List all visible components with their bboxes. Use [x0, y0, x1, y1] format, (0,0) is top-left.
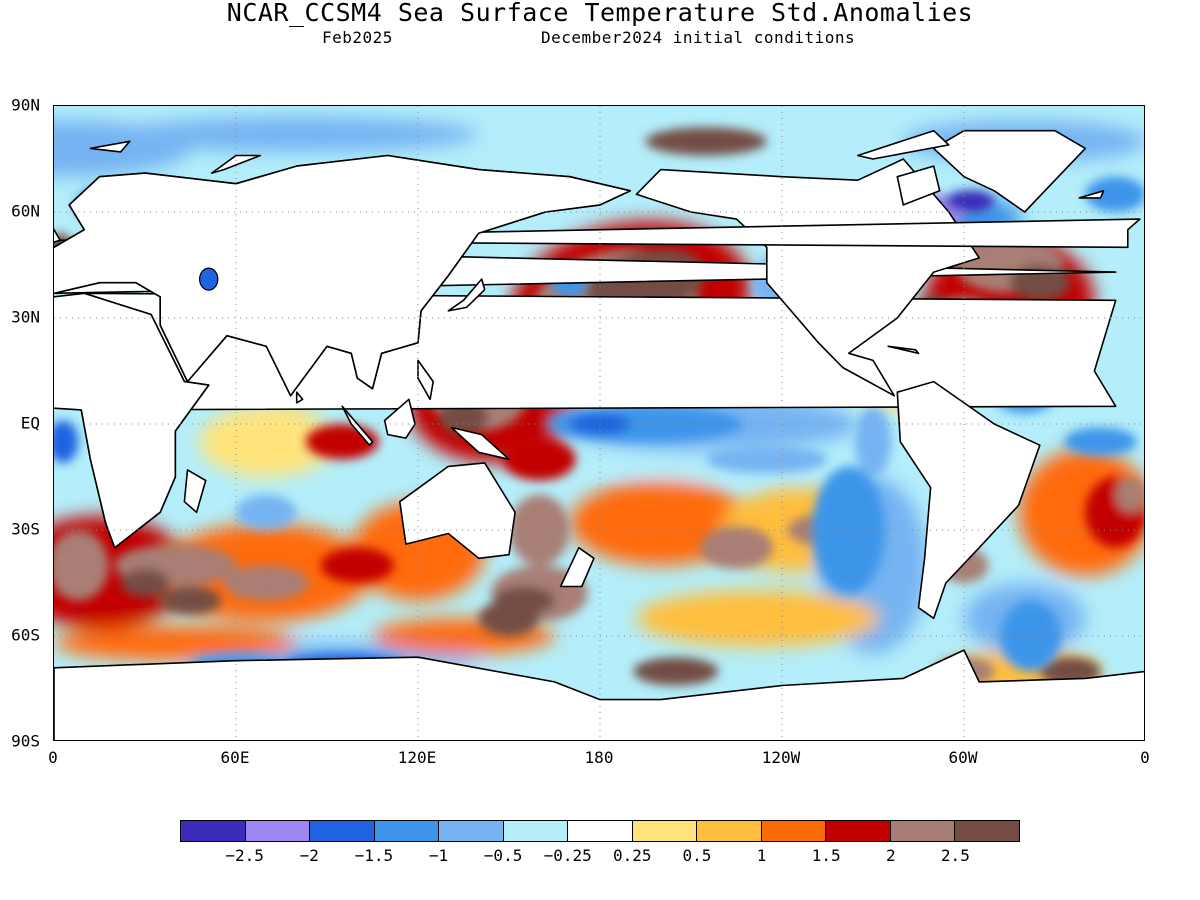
colorbar-swatch — [181, 821, 246, 841]
lon-label-0-end: 0 — [1140, 748, 1150, 767]
lon-label-120w: 120W — [761, 748, 801, 767]
anomaly-patch — [478, 600, 540, 636]
land-masses — [54, 129, 1144, 740]
anomaly-patch — [54, 530, 109, 601]
land-ellesmere — [856, 129, 950, 160]
lat-label-60n: 60N — [11, 201, 40, 221]
colorbar — [180, 820, 1020, 842]
anomaly-patch — [502, 438, 576, 481]
land-new-guinea — [450, 426, 510, 461]
land-north-america — [635, 158, 981, 397]
caspian-sea — [198, 267, 219, 291]
anomaly-patch — [1064, 427, 1137, 456]
initial-conditions: December2024 initial conditions — [541, 28, 856, 47]
anomaly-patch — [1000, 600, 1062, 672]
anomaly-patch — [706, 445, 828, 474]
land-iceland — [1078, 190, 1105, 199]
anomaly-patch — [645, 127, 767, 156]
land-sri-lanka — [295, 391, 304, 404]
colorbar-swatch — [890, 821, 956, 841]
lat-label-90n: 90N — [11, 95, 40, 115]
lon-label-120e: 120E — [397, 748, 437, 767]
colorbar-tick-label: −2 — [299, 846, 319, 865]
land-svalbard — [89, 140, 131, 153]
anomaly-patch — [1085, 176, 1144, 212]
colorbar-swatch — [439, 821, 504, 841]
land-sumatra — [341, 405, 374, 447]
colorbar-swatch — [761, 821, 827, 841]
lat-label-90s: 90S — [11, 731, 40, 751]
anomaly-patch — [633, 657, 719, 686]
colorbar-tick-label: 2.5 — [940, 846, 970, 865]
colorbar-swatch — [632, 821, 698, 841]
anomaly-patch — [812, 466, 886, 594]
anomaly-patch — [509, 494, 570, 566]
land-greenland — [932, 129, 1087, 213]
anomaly-patch — [945, 190, 995, 212]
anomaly-map-svg — [54, 106, 1144, 740]
land-africa-wrap — [54, 292, 210, 549]
colorbar-tick-label: 1.5 — [811, 846, 841, 865]
colorbar-tick-label: −1.5 — [354, 846, 394, 865]
land-south-america — [896, 380, 1041, 620]
land-japan — [447, 278, 486, 312]
lat-label-30n: 30N — [11, 307, 40, 327]
land-cuba — [887, 345, 920, 355]
anomaly-patch — [636, 590, 880, 647]
anomaly-patch — [320, 547, 394, 583]
lon-label-0: 0 — [48, 748, 58, 767]
land-antarctica — [54, 649, 1144, 740]
land-uk-wrap — [54, 228, 61, 243]
colorbar-swatch — [697, 821, 762, 841]
colorbar-tick-label: 2 — [885, 846, 896, 865]
colorbar-swatch — [245, 821, 311, 841]
colorbar-swatch — [568, 821, 633, 841]
colorbar-swatch — [955, 821, 1019, 841]
colorbar-tick-label: −0.5 — [483, 846, 523, 865]
anomaly-patch — [199, 406, 334, 477]
colorbar-tick-label: 1 — [756, 846, 767, 865]
land-madagascar — [183, 469, 207, 514]
colorbar-swatch — [503, 821, 569, 841]
anomaly-patch — [854, 406, 892, 477]
lat-label-60s: 60S — [11, 625, 40, 645]
lon-label-60e: 60E — [220, 748, 250, 767]
land-philippines — [417, 359, 435, 401]
colorbar-swatch — [374, 821, 440, 841]
land-borneo — [383, 398, 416, 439]
colorbar-swatch — [310, 821, 375, 841]
graticule — [54, 106, 1144, 740]
colorbar-tick-label: 0.25 — [613, 846, 652, 865]
lon-label-60w: 60W — [948, 748, 978, 767]
anomaly-map — [53, 105, 1145, 741]
anomaly-patch — [160, 586, 221, 615]
colorbar-swatch — [826, 821, 891, 841]
anomaly-patch — [700, 526, 773, 569]
anomaly-patch — [120, 568, 170, 598]
anomaly-patch — [54, 420, 79, 463]
colorbar-tick-label: −1 — [428, 846, 449, 865]
land-australia — [398, 462, 516, 560]
colorbar-tick-label: −0.25 — [543, 846, 592, 865]
map-title: NCAR_CCSM4 Sea Surface Temperature Std.A… — [226, 0, 974, 27]
lat-label-eq: EQ — [20, 413, 40, 433]
lon-label-180: 180 — [584, 748, 614, 767]
colorbar-tick-label: −2.5 — [225, 846, 264, 865]
anomaly-patch — [114, 116, 479, 152]
anomaly-patch — [236, 494, 297, 530]
forecast-month: Feb2025 — [322, 28, 393, 47]
land-new-zealand — [559, 546, 595, 588]
anomaly-patch — [1115, 477, 1144, 513]
land-baffin — [896, 165, 941, 206]
colorbar-tick-label: 0.5 — [682, 846, 712, 865]
lat-label-30s: 30S — [11, 519, 40, 539]
land-eurasia-wrap — [54, 154, 632, 397]
anomaly-patch — [223, 565, 309, 601]
land-novaya-zemlya — [210, 154, 262, 174]
